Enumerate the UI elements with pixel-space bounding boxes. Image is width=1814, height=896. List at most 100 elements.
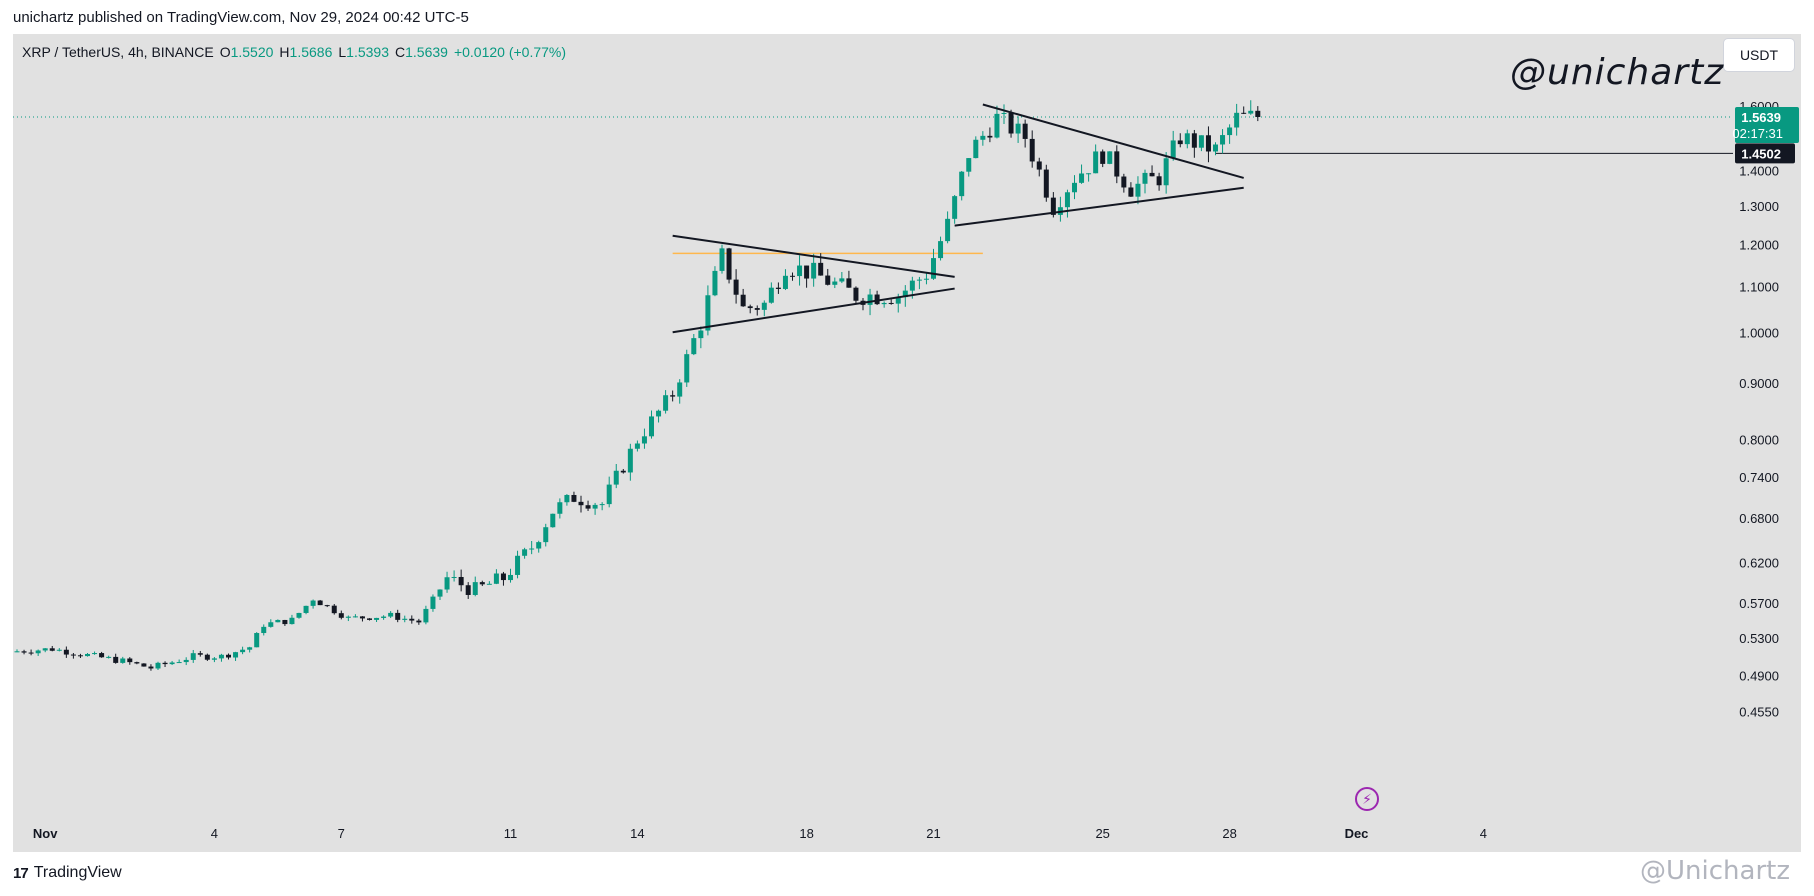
candle-body — [1093, 151, 1099, 174]
trendline-2 — [672, 287, 955, 334]
candle-body — [134, 662, 140, 664]
candle-body — [740, 294, 746, 307]
candle-body — [21, 651, 27, 653]
candle-body — [952, 196, 958, 219]
candle-body — [1121, 176, 1127, 188]
candle-body — [70, 654, 76, 656]
time-tick-label: 14 — [630, 826, 644, 841]
high-value: 1.5686 — [289, 44, 333, 60]
candle-body — [345, 616, 351, 618]
candle-body — [324, 605, 330, 607]
candle-body — [374, 617, 380, 620]
candle-body — [310, 600, 316, 606]
candle-body — [945, 218, 951, 242]
candle-body — [768, 287, 774, 303]
symbol-name: XRP / TetherUS, 4h, BINANCE — [22, 44, 214, 60]
candle-body — [402, 618, 408, 620]
candle-body — [430, 596, 436, 609]
candle-body — [1170, 140, 1176, 159]
candle-body — [902, 290, 908, 298]
candle-body — [684, 354, 690, 383]
candle-body — [1064, 192, 1070, 208]
time-tick-label: 11 — [504, 826, 518, 841]
candle-body — [120, 658, 126, 663]
candle-body — [1163, 158, 1169, 186]
candle-body — [719, 248, 725, 271]
current-price-label: 1.5639 — [1741, 110, 1781, 125]
candle-body — [874, 294, 880, 305]
candlestick-chart[interactable]: 1.60001.40001.30001.20001.10001.00000.90… — [13, 34, 1801, 852]
candle-body — [1241, 112, 1247, 114]
low-label: L — [338, 44, 347, 60]
time-tick-label: 21 — [926, 826, 940, 841]
candle-body — [522, 549, 528, 556]
candle-body — [1177, 140, 1183, 145]
candle-body — [1114, 151, 1120, 177]
candle-body — [85, 653, 90, 657]
price-tick-label: 0.6800 — [1739, 511, 1779, 526]
candle-body — [613, 470, 619, 485]
candle-body — [1255, 110, 1261, 117]
candle-body — [1079, 173, 1085, 183]
candle-body — [712, 270, 718, 296]
candle-body — [1234, 112, 1240, 128]
chart-area[interactable]: 1.6000 1.4000 1.3000 1.2000 1.1000 1.0000 0.90… — [13, 34, 1801, 852]
candle-body — [938, 241, 944, 259]
high-label: H — [279, 44, 290, 60]
candle-body — [846, 278, 852, 288]
candle-body — [888, 302, 894, 304]
candle-body — [289, 617, 295, 625]
candle-body — [381, 616, 387, 618]
candle-body — [867, 294, 873, 305]
candle-body — [211, 658, 217, 660]
price-tick-label: 0.5700 — [1739, 596, 1779, 611]
candle-body — [1022, 123, 1028, 139]
candle-body — [183, 659, 189, 663]
level-price-label: 1.4502 — [1741, 146, 1781, 161]
candle-body — [980, 135, 986, 140]
price-tick-label: 1.2000 — [1739, 237, 1779, 252]
candle-body — [148, 666, 154, 669]
trendline-3 — [982, 103, 1244, 179]
time-tick-label: 7 — [338, 826, 345, 841]
price-tick-label: 0.5300 — [1739, 631, 1779, 646]
price-tick-label: 0.8000 — [1739, 433, 1779, 448]
candle-body — [839, 278, 845, 282]
candle-body — [1043, 169, 1049, 198]
candle-body — [500, 573, 506, 581]
price-tick-label: 0.4900 — [1739, 669, 1779, 684]
candle-body — [479, 582, 485, 585]
candle-body — [275, 619, 281, 623]
candle-body — [1184, 133, 1190, 145]
price-tick-label: 1.1000 — [1739, 279, 1779, 294]
candle-body — [352, 616, 358, 618]
candle-body — [367, 618, 372, 620]
tradingview-logo[interactable]: 17 TradingView — [13, 864, 122, 882]
candle-body — [1086, 173, 1092, 175]
candle-body — [458, 576, 464, 586]
currency-button[interactable]: USDT — [1724, 39, 1794, 71]
published-text: unichartz published on TradingView.com, … — [13, 8, 469, 26]
candle-body — [1029, 138, 1035, 162]
candle-body — [761, 302, 767, 310]
candle-body — [1036, 161, 1042, 170]
candle-body — [931, 258, 936, 279]
candle-body — [916, 279, 922, 281]
candle-body — [268, 622, 274, 627]
tradingview-logo-text: TradingView — [33, 864, 122, 881]
candle-body — [790, 275, 795, 277]
candle-body — [493, 573, 499, 584]
candle-body — [1227, 127, 1233, 136]
candle-body — [486, 583, 492, 585]
candle-body — [77, 655, 83, 657]
price-tick-label: 1.3000 — [1739, 199, 1779, 214]
current-price-tag — [1735, 106, 1799, 143]
time-tick-label: 28 — [1222, 826, 1236, 841]
tradingview-mark-icon: 17 — [13, 864, 29, 882]
candle-body — [176, 662, 182, 664]
time-tick-label: Dec — [1345, 826, 1369, 841]
lightning-icon[interactable]: ⚡ — [1355, 787, 1379, 811]
candle-body — [155, 662, 161, 669]
candle-body — [204, 654, 210, 660]
candle-body — [1248, 110, 1254, 114]
